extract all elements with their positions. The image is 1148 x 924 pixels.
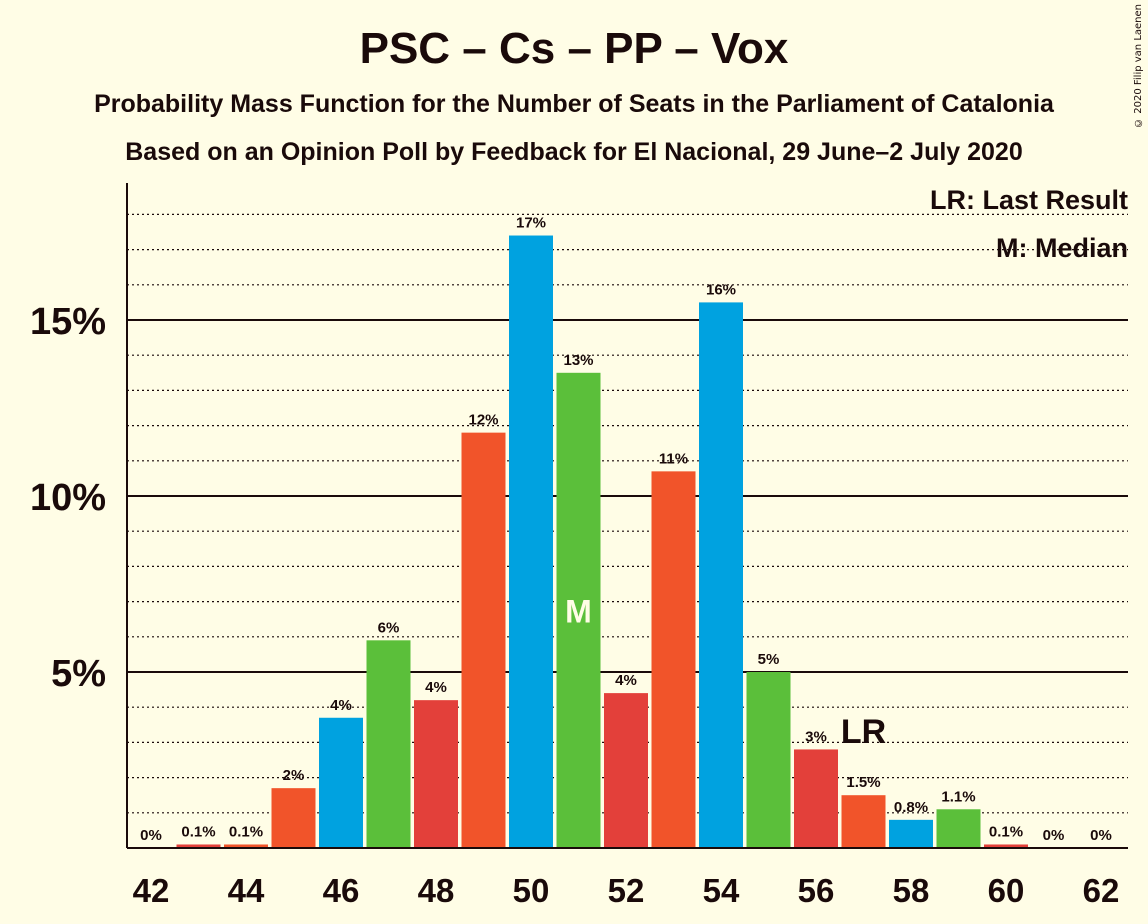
bar-value-label: 6% xyxy=(378,619,400,636)
bar-seat-53 xyxy=(651,471,696,848)
bar-seat-49 xyxy=(461,432,506,848)
bar-value-label: 4% xyxy=(425,679,447,696)
bar-seat-48 xyxy=(414,700,458,848)
x-tick-label: 62 xyxy=(1083,872,1120,909)
bar-seat-50 xyxy=(509,235,553,848)
y-tick-label: 10% xyxy=(30,477,106,519)
x-tick-label: 42 xyxy=(133,872,170,909)
bar-value-label: 3% xyxy=(805,728,827,745)
bar-seat-46 xyxy=(319,717,363,848)
bar-value-label: 4% xyxy=(615,672,637,689)
chart-subtitle-source: Based on an Opinion Poll by Feedback for… xyxy=(125,138,1023,166)
chart-title: PSC – Cs – PP – Vox xyxy=(359,24,789,73)
bar-seat-58 xyxy=(889,819,933,848)
bar-seat-56 xyxy=(794,749,838,848)
bar-value-label: 0% xyxy=(1090,827,1112,844)
bar-value-label: 0% xyxy=(1043,827,1065,844)
bar-value-label: 11% xyxy=(659,450,688,467)
bar-seat-44 xyxy=(224,844,268,848)
last-result-marker: LR xyxy=(841,713,886,751)
bar-value-label: 0% xyxy=(140,827,162,844)
x-tick-label: 44 xyxy=(228,872,265,909)
bar-value-label: 1.1% xyxy=(941,788,975,805)
bar-value-label: 0.8% xyxy=(894,799,928,816)
bar-seat-47 xyxy=(366,640,411,848)
bar-value-label: 17% xyxy=(516,215,546,232)
median-marker: M xyxy=(565,593,592,629)
x-tick-label: 58 xyxy=(893,872,930,909)
legend-last-result: LR: Last Result xyxy=(929,185,1128,215)
bar-seat-59 xyxy=(936,809,981,848)
bar-value-label: 12% xyxy=(468,412,498,429)
legend-median: M: Median xyxy=(996,233,1128,263)
bar-seat-57 xyxy=(841,795,886,848)
x-tick-label: 56 xyxy=(798,872,835,909)
bar-seat-51 xyxy=(556,372,601,848)
bar-value-label: 13% xyxy=(563,352,593,369)
bar-seat-60 xyxy=(984,844,1028,848)
bar-seat-55 xyxy=(746,672,791,848)
bar-seat-52 xyxy=(604,693,648,848)
y-tick-label: 5% xyxy=(51,653,106,695)
x-tick-label: 60 xyxy=(988,872,1025,909)
x-tick-label: 46 xyxy=(323,872,360,909)
bar-seat-43 xyxy=(176,844,221,848)
bar-value-label: 5% xyxy=(758,651,780,668)
bar-seat-45 xyxy=(271,788,316,848)
y-tick-label: 15% xyxy=(30,301,106,343)
x-tick-label: 52 xyxy=(608,872,645,909)
bar-value-label: 0.1% xyxy=(989,823,1023,840)
bar-value-label: 1.5% xyxy=(846,774,880,791)
x-tick-label: 48 xyxy=(418,872,455,909)
bar-value-label: 0.1% xyxy=(229,823,263,840)
bar-value-label: 0.1% xyxy=(181,823,215,840)
bar-value-label: 4% xyxy=(330,697,352,714)
chart-subtitle: Probability Mass Function for the Number… xyxy=(94,90,1054,118)
x-tick-label: 54 xyxy=(703,872,740,909)
x-tick-label: 50 xyxy=(513,872,550,909)
bar-value-label: 2% xyxy=(283,767,305,784)
bar-seat-54 xyxy=(699,302,743,848)
bar-value-label: 16% xyxy=(706,281,736,298)
